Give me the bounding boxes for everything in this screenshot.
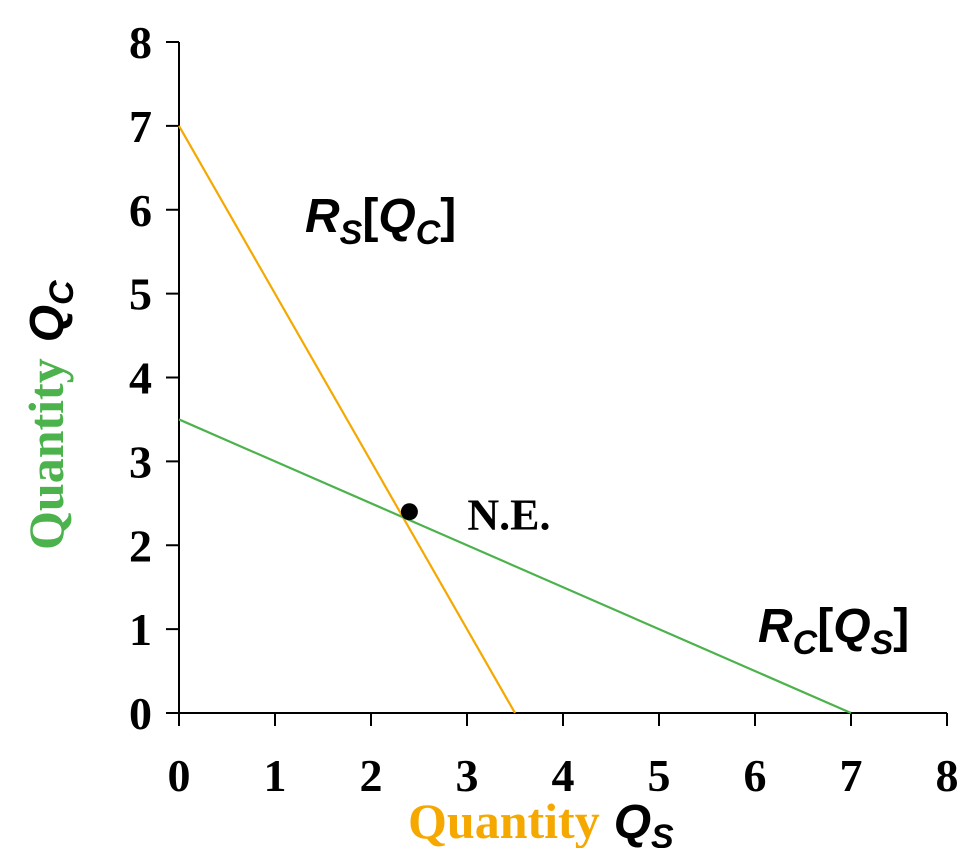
y-axis-title-word: Quantity (18, 358, 74, 550)
series-label-rc-arg-sub: S (871, 624, 894, 662)
series-label-rc-close-bracket: ] (893, 600, 909, 653)
x-tick-label: 6 (744, 750, 767, 801)
x-axis-title-word: Quantity (408, 793, 600, 848)
y-axis-title-symbol: Q (21, 305, 74, 342)
series-label-rs-arg: Q (378, 190, 415, 243)
y-tick-label: 1 (129, 604, 152, 655)
x-tick-label: 0 (168, 750, 191, 801)
annotation-layer: N.E. (400, 491, 551, 540)
series-label-rc-open-bracket: [ (817, 600, 833, 653)
series-label-rs: RS[QC] (305, 190, 456, 252)
x-tick-label: 5 (648, 750, 671, 801)
y-tick-label: 2 (129, 520, 152, 571)
x-axis-title-subscript: S (651, 818, 674, 848)
y-tick-label: 7 (129, 101, 152, 152)
series-line-1 (178, 125, 516, 714)
equilibrium-label: N.E. (467, 491, 550, 540)
series-line-2 (178, 418, 852, 715)
y-tick-label: 8 (129, 17, 152, 68)
series-label-rs-sub: S (340, 214, 363, 252)
series-label-rc: RC[QS] (758, 600, 909, 662)
x-axis-title: Quantity QS (408, 793, 674, 848)
axes: 0 1 2 3 4 5 6 7 8 0 1 2 3 4 5 6 7 8 (129, 17, 959, 801)
y-tick-label: 4 (129, 353, 152, 404)
x-tick-label: 4 (552, 750, 575, 801)
series-label-rc-main: R (758, 600, 793, 653)
series-label-rc-sub: C (793, 624, 818, 662)
x-tick-label: 3 (456, 750, 479, 801)
y-tick-label: 3 (129, 436, 152, 487)
x-tick-label: 1 (264, 750, 287, 801)
series-label-rc-arg: Q (833, 600, 870, 653)
x-axis-title-symbol: Q (614, 796, 651, 848)
series-label-rs-main: R (305, 190, 340, 243)
y-tick-label: 5 (129, 269, 152, 320)
y-axis-title-subscript: C (43, 280, 81, 305)
equilibrium-point (400, 503, 418, 521)
x-tick-label: 2 (360, 750, 383, 801)
x-ticks: 0 1 2 3 4 5 6 7 8 (168, 713, 959, 801)
series-label-rs-arg-sub: C (416, 214, 441, 252)
series-layer (178, 125, 852, 715)
y-axis-title: Quantity QC (18, 280, 81, 550)
series-label-rs-close-bracket: ] (440, 190, 456, 243)
y-tick-label: 6 (129, 185, 152, 236)
y-tick-label: 0 (129, 688, 152, 739)
y-ticks: 0 1 2 3 4 5 6 7 8 (129, 17, 179, 739)
x-tick-label: 7 (840, 750, 863, 801)
series-label-rs-open-bracket: [ (362, 190, 378, 243)
x-tick-label: 8 (936, 750, 959, 801)
